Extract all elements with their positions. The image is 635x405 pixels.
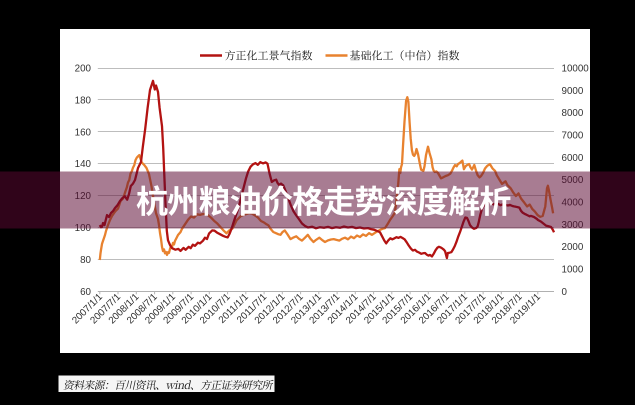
svg-text:6000: 6000 bbox=[562, 153, 584, 164]
svg-text:9000: 9000 bbox=[562, 86, 584, 97]
svg-text:2000: 2000 bbox=[562, 242, 584, 253]
svg-text:7000: 7000 bbox=[562, 131, 584, 142]
svg-text:180: 180 bbox=[75, 95, 92, 106]
svg-text:10000: 10000 bbox=[562, 64, 590, 75]
svg-text:60: 60 bbox=[80, 287, 91, 298]
svg-text:80: 80 bbox=[80, 255, 91, 266]
svg-text:0: 0 bbox=[562, 287, 568, 298]
svg-text:8000: 8000 bbox=[562, 108, 584, 119]
svg-text:140: 140 bbox=[75, 159, 92, 170]
svg-text:200: 200 bbox=[75, 64, 92, 75]
svg-text:1000: 1000 bbox=[562, 265, 584, 276]
svg-text:160: 160 bbox=[75, 127, 92, 138]
